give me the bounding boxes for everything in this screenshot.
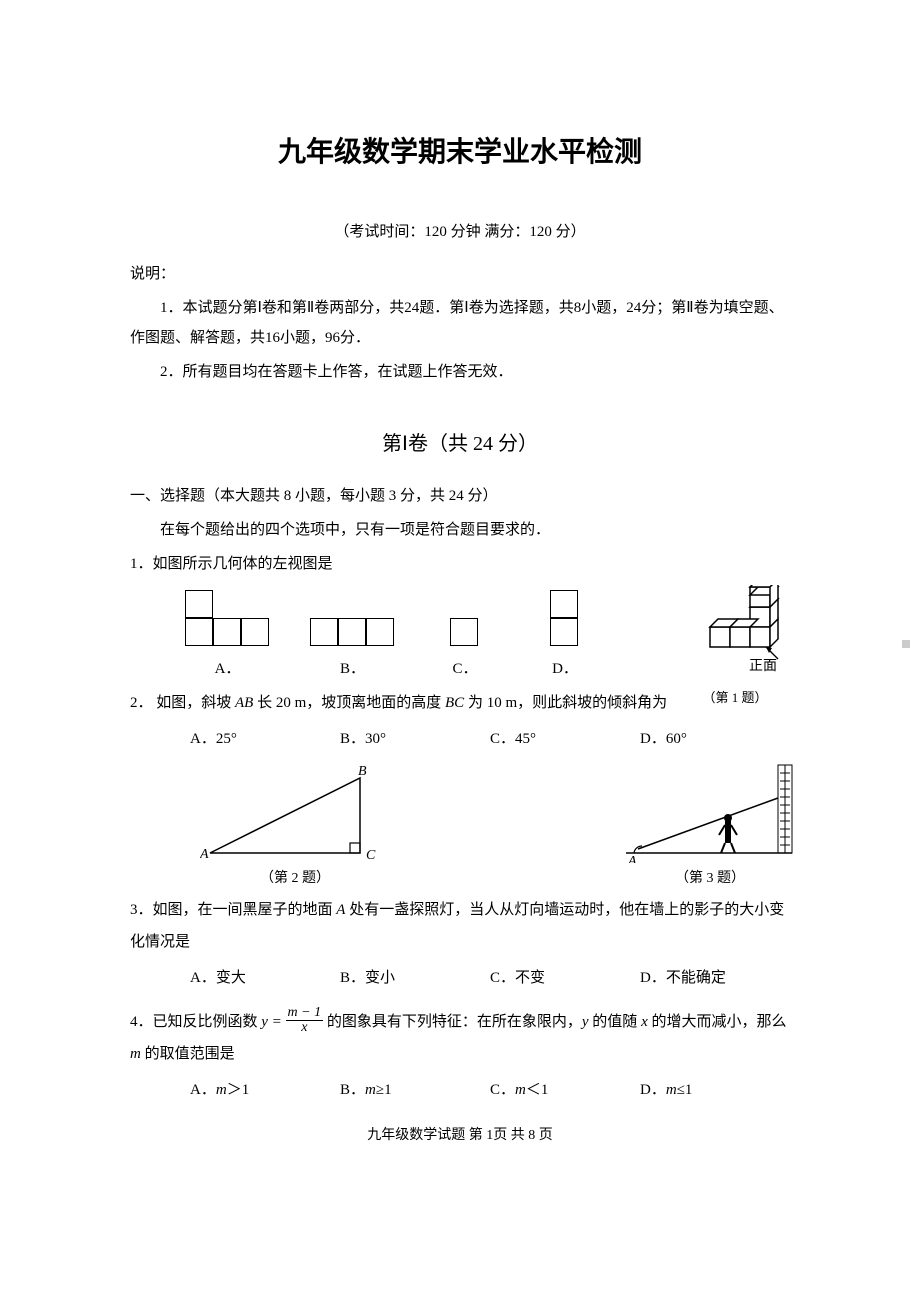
q1-solid: 正面 （第 1 题） — [680, 585, 790, 706]
q2-opt-c: C．45° — [490, 727, 640, 748]
q2-opt-d: D．60° — [640, 727, 790, 748]
q4-end: 的取值范围是 — [141, 1046, 235, 1062]
q2-opt-a: A．25° — [190, 727, 340, 748]
vertex-b: B — [358, 764, 367, 779]
q1-option-c: C． — [415, 619, 515, 678]
intro-line1: 1．本试题分第Ⅰ卷和第Ⅱ卷两部分，共24题．第Ⅰ卷为选择题，共8小题，24分；第… — [130, 293, 790, 353]
q3-opt-b: B．变小 — [340, 966, 490, 987]
q4-mid: 的图象具有下列特征：在所在象限内， — [327, 1014, 582, 1030]
q3-vertex-a: A — [627, 854, 637, 863]
q4-x: x — [641, 1014, 648, 1030]
front-label: 正面 — [749, 655, 777, 675]
exam-meta: （考试时间：120 分钟 满分：120 分） — [130, 220, 790, 241]
section1-heading: 第Ⅰ卷（共 24 分） — [130, 427, 790, 456]
shape-icon — [311, 619, 395, 647]
q1-option-d: D． — [515, 591, 615, 678]
page-footer: 九年级数学试题 第 1页 共 8 页 — [130, 1124, 790, 1144]
q1-label-b: B． — [340, 657, 365, 678]
q2-options: A．25° B．30° C．45° D．60° — [190, 727, 790, 748]
q4-text: 4．已知反比例函数 y = m − 1 x 的图象具有下列特征：在所在象限内，y… — [130, 1007, 790, 1070]
scroll-marker-icon — [902, 640, 910, 648]
q3-opt-d: D．不能确定 — [640, 966, 790, 987]
intro-label: 说明： — [130, 259, 790, 289]
q4-mid2: 的值随 — [589, 1014, 642, 1030]
vertex-a: A — [200, 847, 209, 862]
q4-y: y — [582, 1014, 589, 1030]
q4-opt-d: D．m≤1 — [640, 1078, 790, 1099]
part1-heading: 一、选择题（本大题共 8 小题，每小题 3 分，共 24 分） — [130, 481, 790, 511]
fraction-icon: m − 1 x — [286, 1006, 324, 1035]
q1-label-d: D． — [552, 657, 578, 678]
q2-ab: AB — [235, 695, 253, 711]
q4-pre: 4．已知反比例函数 — [130, 1014, 261, 1030]
q4-yeq: y = — [261, 1014, 282, 1030]
q4-opt-a: A．m＞1 — [190, 1078, 340, 1099]
q3-opt-c: C．不变 — [490, 966, 640, 987]
exam-page: 九年级数学期末学业水平检测 （考试时间：120 分钟 满分：120 分） 说明：… — [0, 0, 920, 1194]
main-title: 九年级数学期末学业水平检测 — [130, 130, 790, 170]
q1-label-c: C． — [452, 657, 477, 678]
q2-bc: BC — [445, 695, 464, 711]
q3-pre: 3．如图，在一间黑屋子的地面 — [130, 902, 336, 918]
part1-sub: 在每个题给出的四个选项中，只有一项是符合题目要求的． — [130, 515, 790, 545]
q2q3-figures: A B C （第 2 题） — [200, 763, 790, 887]
shape-icon — [451, 619, 479, 647]
q2-pre: 2． 如图，斜坡 — [130, 695, 235, 711]
q4-den: x — [286, 1021, 324, 1035]
q4-m: m — [130, 1046, 141, 1062]
q1-caption: （第 1 题） — [702, 687, 767, 706]
q3-options: A．变大 B．变小 C．不变 D．不能确定 — [190, 966, 790, 987]
q2-caption: （第 2 题） — [260, 867, 330, 887]
q4-opt-c: C．m＜1 — [490, 1078, 640, 1099]
vertex-c: C — [366, 848, 376, 863]
q3-opt-a: A．变大 — [190, 966, 340, 987]
shape-icon — [186, 591, 270, 647]
shape-icon — [551, 591, 579, 647]
triangle-icon: A B C — [200, 763, 390, 863]
q4-opt-b: B．m≥1 — [340, 1078, 490, 1099]
q1-text: 1．如图所示几何体的左视图是 — [130, 549, 790, 581]
shadow-icon: A — [620, 763, 800, 863]
intro-line2: 2．所有题目均在答题卡上作答，在试题上作答无效． — [130, 357, 790, 387]
q1-option-b: B． — [290, 619, 415, 678]
q3-figure: A （第 3 题） — [620, 763, 800, 887]
q3-text: 3．如图，在一间黑屋子的地面 A 处有一盏探照灯，当人从灯向墙运动时，他在墙上的… — [130, 895, 790, 958]
q2-figure: A B C （第 2 题） — [200, 763, 390, 887]
q2-opt-b: B．30° — [340, 727, 490, 748]
q2-mid2: 为 10 m，则此斜坡的倾斜角为 — [464, 695, 667, 711]
q4-num: m − 1 — [286, 1006, 324, 1021]
q3-caption: （第 3 题） — [675, 867, 745, 887]
q1-option-a: A． — [165, 591, 290, 678]
q2-mid1: 长 20 m，坡顶离地面的高度 — [253, 695, 445, 711]
q4-options: A．m＞1 B．m≥1 C．m＜1 D．m≤1 — [190, 1078, 790, 1099]
q1-label-a: A． — [215, 657, 241, 678]
cubes-icon — [680, 585, 790, 665]
q4-post: 的增大而减小，那么 — [648, 1014, 787, 1030]
